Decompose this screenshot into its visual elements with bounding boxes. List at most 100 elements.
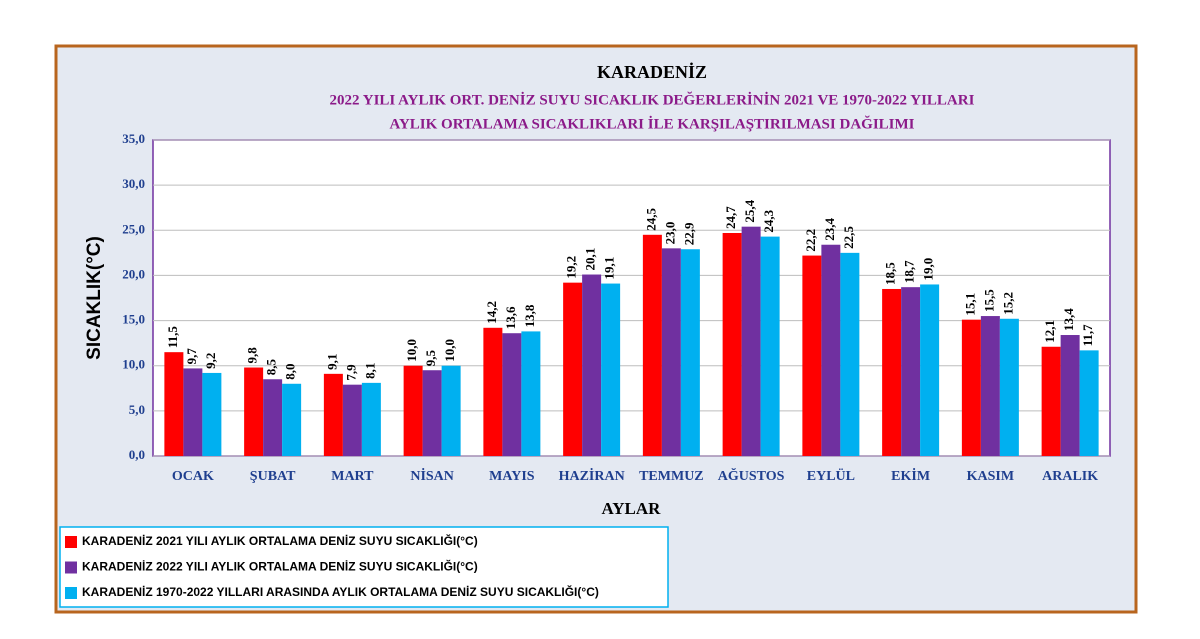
bar <box>920 284 940 456</box>
bar <box>760 236 780 456</box>
value-label: 15,1 <box>962 293 977 316</box>
bar <box>661 248 681 456</box>
bar <box>882 288 902 456</box>
bar <box>802 255 822 456</box>
bar <box>563 282 583 456</box>
value-label: 19,1 <box>602 257 617 280</box>
bar <box>483 327 503 456</box>
bar <box>840 252 860 456</box>
value-label: 24,7 <box>723 206 738 229</box>
bar <box>722 232 742 456</box>
value-label: 8,1 <box>362 363 377 379</box>
value-label: 13,8 <box>522 304 537 327</box>
value-label: 19,0 <box>921 258 936 281</box>
plot-area <box>152 139 1111 457</box>
value-label: 9,7 <box>184 348 199 365</box>
chart-subtitle: 2022 YILI AYLIK ORT. DENİZ SUYU SICAKLIK… <box>330 91 975 108</box>
chart-subtitle: AYLIK ORTALAMA SICAKLIKLARI İLE KARŞILAŞ… <box>389 115 914 132</box>
value-label: 9,8 <box>245 347 260 364</box>
value-label: 14,2 <box>484 301 499 324</box>
bar <box>642 234 662 456</box>
value-label: 10,0 <box>442 339 457 362</box>
x-tick-label: ŞUBAT <box>250 469 296 484</box>
value-label: 24,3 <box>761 209 776 232</box>
bar <box>680 249 700 456</box>
value-label: 13,4 <box>1061 308 1076 331</box>
y-tick-label: 10,0 <box>122 357 145 372</box>
x-tick-label: MART <box>331 469 374 484</box>
value-label: 24,5 <box>643 208 658 231</box>
bar <box>582 274 602 456</box>
value-label: 20,1 <box>583 248 598 271</box>
bar <box>183 368 203 456</box>
bar <box>441 365 461 456</box>
value-label: 13,6 <box>503 306 518 329</box>
x-tick-label: OCAK <box>172 469 214 484</box>
y-tick-label: 0,0 <box>129 447 145 462</box>
bar <box>244 367 264 456</box>
bar <box>999 318 1019 456</box>
x-tick-label: KASIM <box>967 469 1014 484</box>
value-label: 9,1 <box>324 354 339 370</box>
x-tick-label: MAYIS <box>489 469 535 484</box>
legend-label: KARADENİZ 2022 YILI AYLIK ORTALAMA DENİZ… <box>82 559 478 574</box>
y-tick-label: 25,0 <box>122 221 145 236</box>
value-label: 22,9 <box>681 222 696 245</box>
value-label: 22,5 <box>841 226 856 249</box>
bar <box>164 352 184 456</box>
bar <box>980 316 1000 456</box>
value-label: 15,5 <box>981 289 996 312</box>
value-label: 8,0 <box>283 364 298 380</box>
bar <box>1041 346 1061 456</box>
y-tick-label: 35,0 <box>122 131 145 146</box>
legend-swatch <box>65 561 77 574</box>
value-label: 18,7 <box>902 260 917 283</box>
bar <box>342 384 362 456</box>
value-label: 9,5 <box>423 349 438 366</box>
bar <box>961 319 981 456</box>
value-label: 8,5 <box>264 359 279 376</box>
x-tick-label: AĞUSTOS <box>718 467 785 484</box>
bar <box>741 226 761 456</box>
bar <box>403 365 423 456</box>
value-label: 9,2 <box>203 353 218 369</box>
x-tick-label: HAZİRAN <box>559 467 625 484</box>
bar <box>361 382 381 456</box>
legend <box>59 526 669 608</box>
value-label: 15,2 <box>1000 292 1015 315</box>
x-tick-label: ARALIK <box>1042 469 1098 484</box>
x-tick-label: TEMMUZ <box>639 469 704 484</box>
value-label: 18,5 <box>883 262 898 285</box>
legend-swatch <box>65 536 77 548</box>
bar <box>323 373 343 456</box>
value-label: 22,2 <box>803 229 818 252</box>
x-tick-label: EKİM <box>891 467 930 484</box>
x-tick-label: NİSAN <box>410 467 454 484</box>
y-tick-label: 15,0 <box>122 312 145 327</box>
bar <box>601 283 621 456</box>
legend-label: KARADENİZ 2021 YILI AYLIK ORTALAMA DENİZ… <box>82 533 478 548</box>
bar <box>422 370 442 456</box>
x-tick-label: EYLÜL <box>807 467 855 484</box>
value-label: 23,4 <box>822 217 837 240</box>
value-label: 19,2 <box>564 256 579 279</box>
bar <box>901 287 921 456</box>
bar <box>821 244 841 456</box>
value-label: 12,1 <box>1042 320 1057 343</box>
y-tick-label: 5,0 <box>129 402 145 417</box>
value-label: 10,0 <box>404 339 419 362</box>
bar <box>1079 350 1099 456</box>
bar <box>263 379 283 456</box>
bar <box>502 333 522 456</box>
y-tick-label: 30,0 <box>122 176 145 191</box>
y-tick-label: 20,0 <box>122 266 145 281</box>
value-label: 7,9 <box>343 364 358 381</box>
y-axis-title: SICAKLIK(°C) <box>84 236 105 360</box>
value-label: 11,7 <box>1080 324 1095 347</box>
value-label: 25,4 <box>742 199 757 222</box>
value-label: 11,5 <box>165 326 180 349</box>
legend-swatch <box>65 587 77 599</box>
value-label: 23,0 <box>662 222 677 245</box>
